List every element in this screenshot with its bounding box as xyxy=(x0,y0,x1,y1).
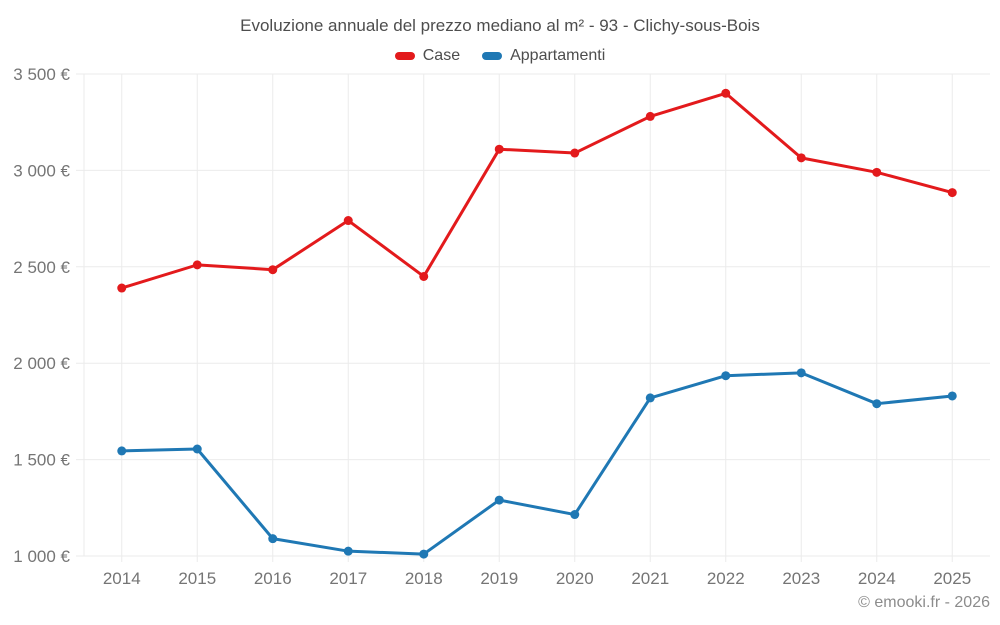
x-axis-tick-label: 2022 xyxy=(707,569,745,588)
data-point-case-2025[interactable] xyxy=(947,188,957,198)
data-point-case-2016[interactable] xyxy=(268,265,278,275)
data-point-appartamenti-2025[interactable] xyxy=(947,391,957,401)
series-line-case xyxy=(120,91,954,290)
data-point-case-2018[interactable] xyxy=(419,271,429,281)
data-point-case-2021[interactable] xyxy=(645,111,655,121)
y-axis-tick-label: 2 000 € xyxy=(13,354,70,373)
x-axis-tick-label: 2023 xyxy=(782,569,820,588)
data-point-appartamenti-2019[interactable] xyxy=(494,495,504,505)
chart-title: Evoluzione annuale del prezzo mediano al… xyxy=(240,16,760,35)
data-point-appartamenti-2021[interactable] xyxy=(645,393,655,403)
legend: Case Appartamenti xyxy=(0,47,1000,65)
legend-swatch-appartamenti-icon xyxy=(482,52,503,60)
legend-item-appartamenti[interactable]: Appartamenti xyxy=(482,47,605,65)
x-axis-tick-label: 2019 xyxy=(480,569,518,588)
y-axis-tick-label: 3 500 € xyxy=(13,65,70,84)
copyright: © emooki.fr - 2026 xyxy=(858,594,990,611)
data-point-appartamenti-2018[interactable] xyxy=(419,549,429,559)
legend-swatch-case-icon xyxy=(394,52,415,60)
x-axis-tick-label: 2020 xyxy=(556,569,594,588)
series-line-appartamenti xyxy=(120,371,954,556)
data-point-appartamenti-2023[interactable] xyxy=(796,368,806,378)
data-point-appartamenti-2022[interactable] xyxy=(721,371,731,381)
legend-label-appartamenti: Appartamenti xyxy=(510,47,606,64)
legend-item-case[interactable]: Case xyxy=(394,47,461,65)
data-point-case-2014[interactable] xyxy=(117,283,127,293)
data-point-appartamenti-2016[interactable] xyxy=(268,534,278,544)
x-axis-tick-label: 2024 xyxy=(858,569,896,588)
data-point-appartamenti-2024[interactable] xyxy=(872,399,882,409)
x-axis-tick-label: 2021 xyxy=(631,569,669,588)
y-axis-tick-label: 1 000 € xyxy=(13,547,70,566)
data-point-appartamenti-2014[interactable] xyxy=(117,446,127,456)
x-axis-tick-label: 2016 xyxy=(254,569,292,588)
data-point-case-2019[interactable] xyxy=(494,144,504,154)
y-axis-tick-label: 2 500 € xyxy=(13,258,70,277)
data-point-case-2015[interactable] xyxy=(192,260,202,270)
data-point-appartamenti-2020[interactable] xyxy=(570,510,580,520)
data-point-case-2023[interactable] xyxy=(796,153,806,163)
y-axis-tick-label: 1 500 € xyxy=(13,451,70,470)
legend-label-case: Case xyxy=(422,47,461,64)
x-axis-tick-label: 2015 xyxy=(178,569,216,588)
data-point-case-2024[interactable] xyxy=(872,167,882,177)
x-axis-tick-label: 2017 xyxy=(329,569,367,588)
y-axis-tick-label: 3 000 € xyxy=(13,161,70,180)
data-point-appartamenti-2017[interactable] xyxy=(343,546,353,556)
data-point-case-2020[interactable] xyxy=(570,148,580,158)
x-axis-tick-label: 2014 xyxy=(103,569,141,588)
data-point-case-2017[interactable] xyxy=(343,216,353,226)
data-point-case-2022[interactable] xyxy=(721,88,731,98)
data-point-appartamenti-2015[interactable] xyxy=(192,444,202,454)
x-axis-tick-label: 2025 xyxy=(933,569,971,588)
x-axis-tick-label: 2018 xyxy=(405,569,443,588)
